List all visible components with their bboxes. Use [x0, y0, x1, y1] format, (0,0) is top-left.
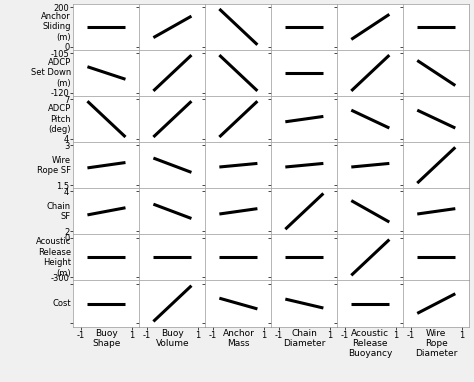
Text: ADCP
Pitch
(deg): ADCP Pitch (deg): [48, 104, 71, 134]
Text: ADCP
Set Down
(m): ADCP Set Down (m): [31, 58, 71, 88]
Text: Chain
SF: Chain SF: [47, 202, 71, 221]
Text: Anchor
Mass: Anchor Mass: [222, 329, 255, 348]
Text: Wire
Rope SF: Wire Rope SF: [37, 155, 71, 175]
Text: Anchor
Sliding
(m): Anchor Sliding (m): [41, 12, 71, 42]
Text: Chain
Diameter: Chain Diameter: [283, 329, 326, 348]
Text: Wire
Rope
Diameter: Wire Rope Diameter: [415, 329, 457, 358]
Text: Acoustic
Release
Height
(m): Acoustic Release Height (m): [36, 237, 71, 278]
Text: Acoustic
Release
Buoyancy: Acoustic Release Buoyancy: [348, 329, 392, 358]
Text: Buoy
Shape: Buoy Shape: [92, 329, 121, 348]
Text: Buoy
Volume: Buoy Volume: [155, 329, 189, 348]
Text: Cost: Cost: [53, 299, 71, 308]
